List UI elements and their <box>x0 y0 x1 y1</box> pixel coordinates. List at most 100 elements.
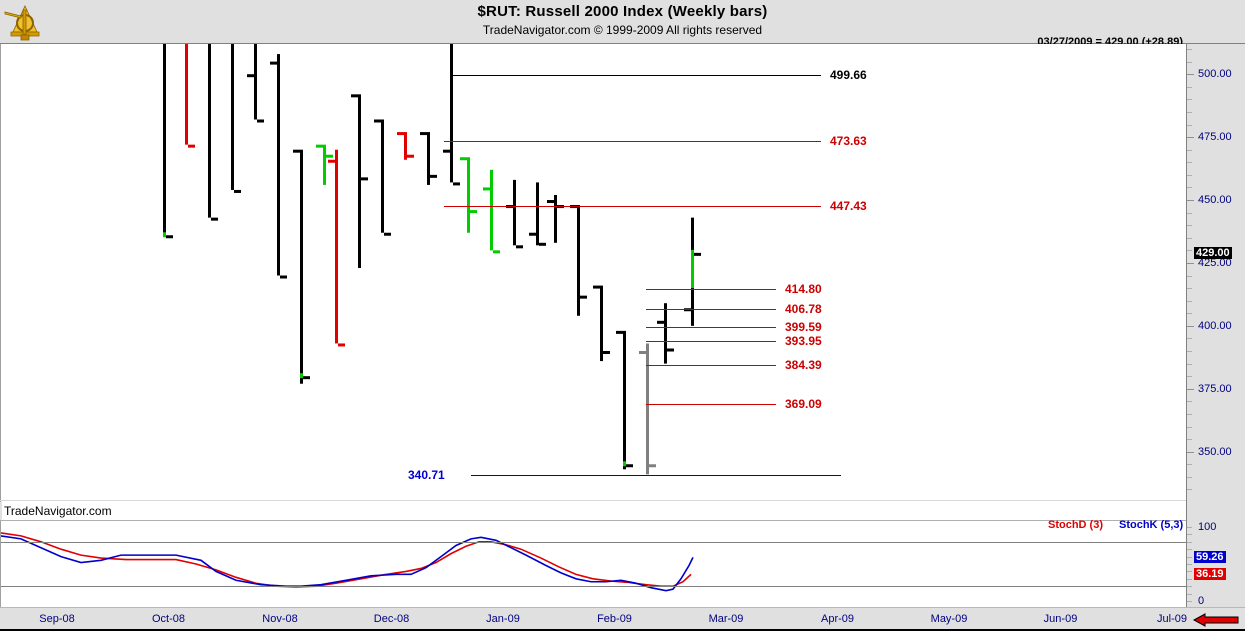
price-bar <box>328 149 345 347</box>
price-bar <box>231 44 241 193</box>
stoch-axis-tick <box>1187 593 1192 595</box>
price-level-line[interactable] <box>471 475 841 477</box>
price-bar <box>397 132 414 160</box>
price-axis-minor-tick <box>1187 49 1192 51</box>
price-axis-tick <box>1187 325 1194 327</box>
price-bar <box>616 330 633 470</box>
time-axis-label: May-09 <box>930 613 968 625</box>
price-axis-minor-tick <box>1187 237 1192 239</box>
price-bar <box>316 144 333 185</box>
time-axis-label: Feb-09 <box>597 613 632 625</box>
price-axis-minor-tick <box>1187 464 1192 466</box>
price-level-line[interactable] <box>646 288 776 290</box>
price-bar <box>351 94 368 268</box>
price-bar <box>208 44 218 221</box>
price-bar <box>293 149 310 384</box>
price-axis-label: 350.00 <box>1198 445 1232 458</box>
time-axis-label: Mar-09 <box>708 613 744 625</box>
legend-stoch-k[interactable]: StochK (5,3) <box>1119 519 1184 531</box>
price-axis[interactable]: 500.00 475.00 450.00 425.00 400.00 375.00 350.… <box>1186 44 1245 607</box>
price-level-label[interactable]: 406.78 <box>785 301 822 316</box>
price-level-label[interactable]: 384.39 <box>785 358 822 373</box>
price-axis-tick <box>1187 451 1194 453</box>
sextant-logo-icon <box>4 5 40 41</box>
price-bar <box>420 132 437 185</box>
time-axis-label: Jul-09 <box>1157 613 1187 625</box>
time-axis-label: Jun-09 <box>1043 613 1078 625</box>
price-level-label[interactable]: 369.09 <box>785 396 822 411</box>
stoch-k-line <box>1 535 694 592</box>
price-axis-minor-tick <box>1187 162 1192 164</box>
price-axis-tick <box>1187 262 1194 264</box>
price-axis-label: 475.00 <box>1198 131 1232 144</box>
price-axis-minor-tick <box>1187 212 1192 214</box>
time-axis-label: Oct-08 <box>151 613 186 625</box>
stoch-axis-tick <box>1187 564 1192 565</box>
current-price-tag: 429.00 <box>1194 246 1232 259</box>
stoch-k-value-tag: 59.26 <box>1194 551 1226 564</box>
price-level-label[interactable]: 414.80 <box>785 281 822 296</box>
legend-stoch-d[interactable]: StochD (3) <box>1048 519 1103 531</box>
price-level-label[interactable]: 473.63 <box>830 133 867 148</box>
stoch-gridline-80 <box>1 541 1186 543</box>
price-bar <box>639 343 656 475</box>
price-axis-minor-tick <box>1187 288 1192 290</box>
stochastic-pane[interactable] <box>0 521 1186 607</box>
price-bar <box>163 44 173 239</box>
price-level-line[interactable] <box>451 75 821 77</box>
stoch-axis-tick <box>1187 578 1192 580</box>
price-level-line[interactable] <box>646 403 776 405</box>
price-level-label[interactable]: 499.66 <box>830 68 867 83</box>
price-axis-minor-tick <box>1187 124 1192 126</box>
price-axis-minor-tick <box>1187 376 1192 378</box>
price-bar <box>374 119 391 236</box>
price-axis-minor-tick <box>1187 174 1192 176</box>
price-axis-minor-tick <box>1187 300 1192 302</box>
stoch-gridline-20 <box>1 586 1186 588</box>
pane-divider <box>0 520 1186 521</box>
price-chart-pane[interactable] <box>0 44 1186 502</box>
price-axis-minor-tick <box>1187 476 1192 478</box>
watermark-label: TradeNavigator.com <box>4 504 112 518</box>
price-bars-canvas <box>163 44 701 475</box>
price-level-line[interactable] <box>444 206 821 208</box>
price-axis-minor-tick <box>1187 86 1192 88</box>
price-bar <box>657 303 674 364</box>
price-level-label[interactable]: 393.95 <box>785 334 822 349</box>
price-level-line[interactable] <box>444 140 821 142</box>
stoch-axis-tick <box>1187 571 1192 573</box>
header-bar: $RUT: Russell 2000 Index (Weekly bars) T… <box>0 0 1245 44</box>
price-axis-tick <box>1187 137 1194 139</box>
price-level-line[interactable] <box>646 308 776 310</box>
price-axis-tick <box>1187 200 1194 202</box>
price-level-line[interactable] <box>646 326 776 328</box>
scroll-left-arrow-icon[interactable] <box>1193 613 1239 627</box>
price-bar <box>547 194 564 243</box>
time-axis[interactable]: Sep-08 Oct-08 Nov-08 Dec-08 Jan-09 Feb-09 Mar-… <box>0 607 1245 631</box>
price-bar <box>570 205 587 316</box>
price-axis-minor-tick <box>1187 250 1192 252</box>
price-axis-tick <box>1187 74 1194 76</box>
price-level-label[interactable]: 399.59 <box>785 319 822 334</box>
price-bar <box>506 179 523 249</box>
price-bar <box>529 182 546 246</box>
stoch-axis-tick <box>1187 534 1192 536</box>
price-bar <box>593 285 610 362</box>
price-axis-minor-tick <box>1187 61 1192 63</box>
price-bar <box>270 54 287 279</box>
stoch-axis-tick <box>1187 527 1192 528</box>
time-axis-label: Dec-08 <box>373 613 410 625</box>
price-level-line[interactable] <box>646 341 776 343</box>
price-axis-minor-tick <box>1187 313 1192 315</box>
price-level-label[interactable]: 447.43 <box>830 199 867 214</box>
price-axis-minor-tick <box>1187 187 1192 189</box>
current-close-marker <box>691 252 694 289</box>
price-axis-minor-tick <box>1187 351 1192 352</box>
price-level-line[interactable] <box>646 365 776 367</box>
price-level-label[interactable]: 340.71 <box>408 468 445 483</box>
stoch-axis-tick <box>1187 586 1192 588</box>
price-axis-minor-tick <box>1187 149 1192 151</box>
price-axis-tick <box>1187 388 1194 390</box>
price-axis-minor-tick <box>1187 338 1192 340</box>
stoch-axis-tick <box>1187 556 1192 558</box>
